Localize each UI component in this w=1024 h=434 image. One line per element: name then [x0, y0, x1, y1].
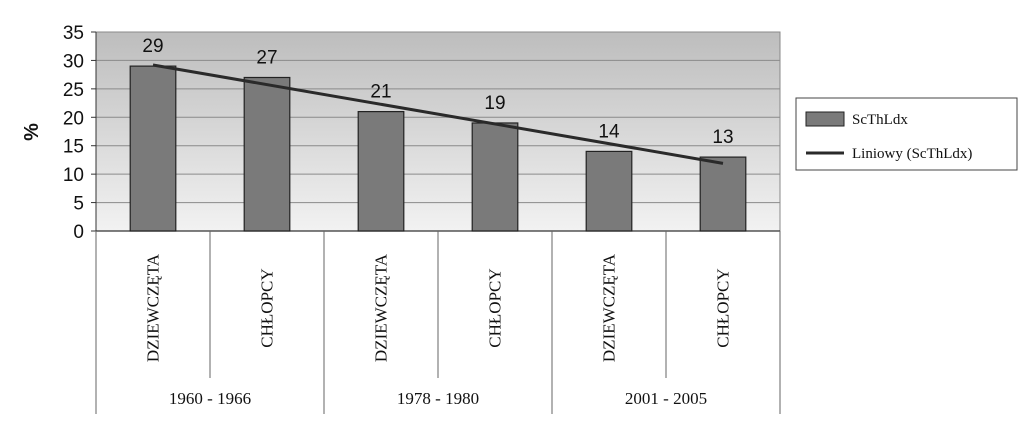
y-axis: 0 5 10 15 20 25 30 35 — [63, 23, 780, 243]
bar — [471, 122, 519, 232]
group-labels: 1960 - 1966 1978 - 1980 2001 - 2005 — [169, 389, 707, 408]
bar-value-label: 13 — [712, 127, 733, 148]
category-label: CHŁOPCY — [714, 268, 733, 347]
legend-bar-label: ScThLdx — [852, 112, 908, 128]
bar-value-label: 14 — [598, 121, 620, 142]
trendline — [152, 63, 724, 165]
y-tick-label: 0 — [73, 222, 84, 243]
gridlines — [96, 31, 780, 204]
legend: ScThLdx Liniowy (ScThLdx) — [795, 97, 1018, 171]
bar-value-label: 21 — [370, 82, 391, 103]
bar — [357, 110, 405, 232]
y-tick-label: 35 — [63, 23, 84, 44]
category-label: CHŁOPCY — [486, 268, 505, 347]
category-table — [95, 231, 781, 414]
legend-box — [795, 97, 1018, 171]
bar-value-label: 29 — [142, 36, 163, 57]
bar-value-label: 19 — [484, 93, 505, 114]
y-tick-label: 30 — [63, 51, 84, 72]
bar — [585, 150, 633, 232]
bar — [243, 76, 291, 232]
data-labels: 29 27 21 19 14 13 — [142, 36, 733, 148]
category-label: DZIEWCZĘTA — [600, 253, 619, 362]
plot-area — [95, 31, 781, 232]
category-label: DZIEWCZĘTA — [144, 253, 163, 362]
bar — [699, 156, 747, 232]
group-label: 1960 - 1966 — [169, 389, 251, 408]
category-label: CHŁOPCY — [258, 268, 277, 347]
legend-bar-swatch — [805, 111, 845, 127]
y-tick-label: 20 — [63, 108, 84, 129]
bars — [129, 65, 747, 232]
y-tick-label: 25 — [63, 80, 84, 101]
y-axis-label: % — [21, 123, 43, 141]
bar-value-label: 27 — [256, 47, 277, 68]
bar — [129, 65, 177, 232]
y-tick-label: 10 — [63, 165, 84, 186]
trendline-layer — [152, 63, 724, 165]
group-label: 2001 - 2005 — [625, 389, 707, 408]
group-label: 1978 - 1980 — [397, 389, 479, 408]
category-labels: DZIEWCZĘTA CHŁOPCY DZIEWCZĘTA CHŁOPCY DZIEWC… — [144, 253, 733, 362]
legend-line-label: Liniowy (ScThLdx) — [852, 146, 972, 162]
y-tick-label: 15 — [63, 137, 84, 158]
category-label: DZIEWCZĘTA — [372, 253, 391, 362]
y-tick-label: 5 — [73, 194, 84, 215]
